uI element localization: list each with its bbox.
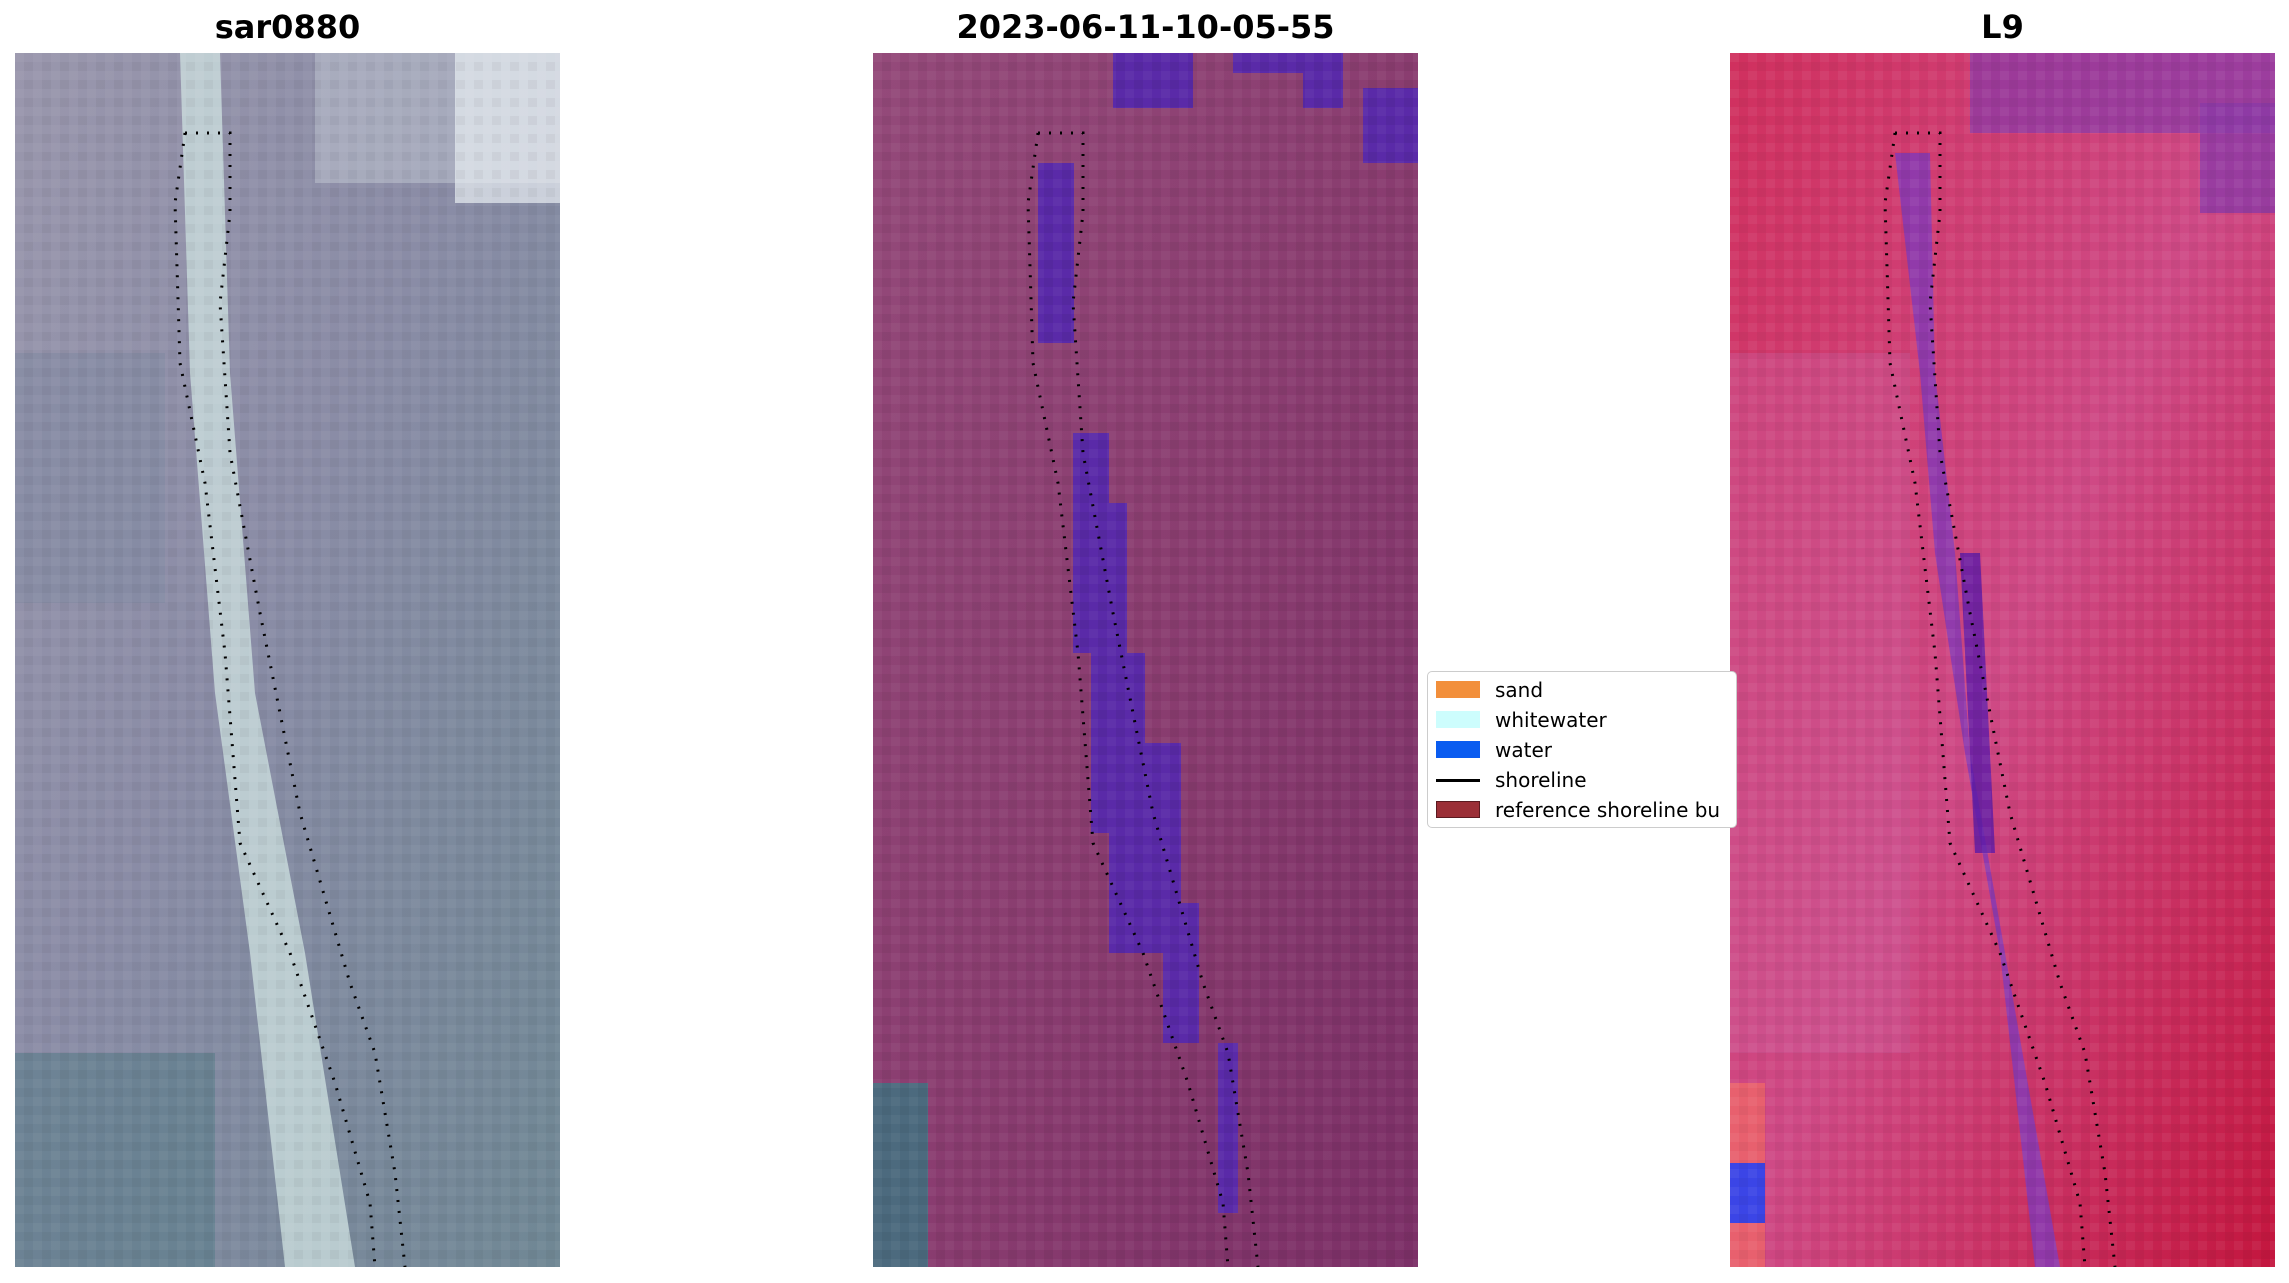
legend-label: water: [1495, 738, 1552, 762]
legend-label: whitewater: [1495, 708, 1607, 732]
legend-label: shoreline: [1495, 768, 1587, 792]
water-swatch: [1436, 741, 1480, 758]
falsecolor-image-panel: [1730, 53, 2275, 1267]
rgb-image: [15, 53, 560, 1267]
falsecolor-image: [1730, 53, 2275, 1267]
rgb-image-panel: [15, 53, 560, 1267]
legend-label: reference shoreline bu: [1495, 798, 1721, 822]
classified-image-panel: [873, 53, 1418, 1267]
panel-title-falsecolor: L9: [1981, 8, 2024, 46]
panel-title-rgb: sar0880: [214, 8, 361, 46]
whitewater-swatch: [1436, 711, 1480, 728]
shoreline-line-swatch: [1436, 779, 1480, 782]
legend: sand whitewater water shoreline referenc…: [1427, 671, 1737, 828]
panel-title-classified: 2023-06-11-10-05-55: [956, 8, 1335, 46]
legend-label: sand: [1495, 678, 1544, 702]
reference-shoreline-swatch: [1436, 801, 1480, 818]
sand-swatch: [1436, 681, 1480, 698]
classified-image: [873, 53, 1418, 1267]
